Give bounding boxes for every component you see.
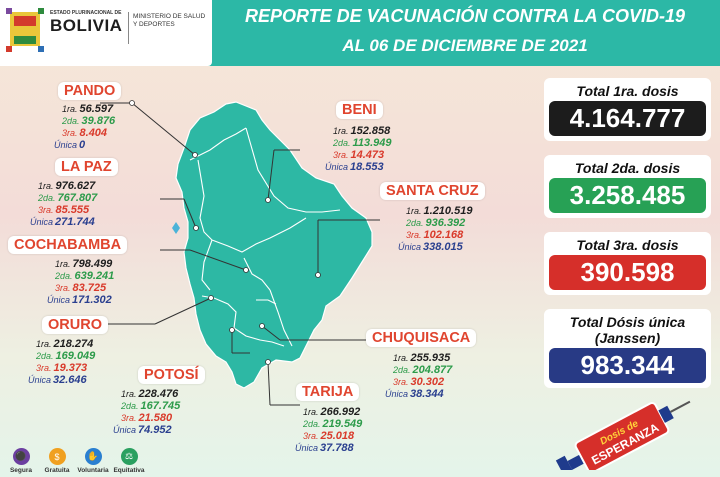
tarija-dose-2: 2da. 219.549 xyxy=(303,418,363,430)
potosi-dose-1: 1ra. 228.476 xyxy=(121,388,179,400)
chuquisaca-dose-1: 1ra. 255.935 xyxy=(393,352,451,364)
total-label-dose-1: Total 1ra. dosis xyxy=(576,83,679,99)
lake-titicaca xyxy=(172,222,180,234)
region-title-santacruz: SANTA CRUZ xyxy=(380,182,485,200)
region-title-chuquisaca: CHUQUISACA xyxy=(366,329,477,347)
total-card-dose-unica: Total Dósis única (Janssen) 983.344 xyxy=(544,309,711,388)
total-card-dose-3: Total 3ra. dosis 390.598 xyxy=(544,232,711,295)
report-date: AL 06 DE DICIEMBRE DE 2021 xyxy=(342,36,588,55)
chuquisaca-dose-2: 2da. 204.877 xyxy=(393,364,453,376)
tarija-dose-3: 3ra. 25.018 xyxy=(303,430,355,442)
potosi-dose-unica: Única 74.952 xyxy=(113,424,172,436)
pando-dose-2: 2da. 39.876 xyxy=(62,115,116,127)
logo-title: BOLIVIA xyxy=(50,16,123,35)
cochabamba-dose-3: 3ra. 83.725 xyxy=(55,282,107,294)
region-title-tarija: TARIJA xyxy=(296,383,360,401)
beni-dose-unica: Única 18.553 xyxy=(325,161,384,173)
bolivia-map-shape xyxy=(175,101,373,389)
hand-icon: ✋ xyxy=(84,448,102,465)
beni-dose-3: 3ra. 14.473 xyxy=(333,149,385,161)
lapaz-dose-1: 1ra. 976.627 xyxy=(38,180,96,192)
total-value-dose-2: 3.258.485 xyxy=(549,178,706,213)
lapaz-dose-unica: Única 271.744 xyxy=(30,216,95,228)
santacruz-dose-1: 1ra. 1.210.519 xyxy=(406,205,473,217)
department-markers xyxy=(129,100,321,365)
total-card-dose-1: Total 1ra. dosis 4.164.777 xyxy=(544,78,711,141)
shield-icon: ⚫ xyxy=(12,448,30,465)
footer-icon-equitativa: ⚖ Equitativa xyxy=(112,448,146,474)
cochabamba-dose-unica: Única 171.302 xyxy=(47,294,112,306)
footer-icon-voluntaria: ✋ Voluntaria xyxy=(76,448,110,474)
tarija-dose-1: 1ra. 266.992 xyxy=(303,406,361,418)
oruro-dose-unica: Única 32.646 xyxy=(28,374,87,386)
santacruz-dose-unica: Única 338.015 xyxy=(398,241,463,253)
region-title-oruro: ORURO xyxy=(42,316,108,334)
total-value-dose-3: 390.598 xyxy=(549,255,706,290)
chuquisaca-dose-unica: Única 38.344 xyxy=(385,388,444,400)
total-value-dose-1: 4.164.777 xyxy=(549,101,706,136)
coat-of-arms-icon xyxy=(6,8,44,52)
pando-dose-1: 1ra. 56.597 xyxy=(62,103,114,115)
logo-subtitle: ESTADO PLURINACIONAL DE xyxy=(50,10,122,16)
footer-icon-segura: ⚫ Segura xyxy=(4,448,38,474)
region-title-potosi: POTOSÍ xyxy=(138,366,205,384)
report-title: REPORTE DE VACUNACIÓN CONTRA LA COVID-19 xyxy=(244,6,686,26)
region-title-beni: BENI xyxy=(336,101,383,119)
total-label-dose-2: Total 2da. dosis xyxy=(574,160,681,176)
cochabamba-dose-1: 1ra. 798.499 xyxy=(55,258,113,270)
leader-lines xyxy=(100,102,380,406)
tarija-dose-unica: Única 37.788 xyxy=(295,442,354,454)
region-title-lapaz: LA PAZ xyxy=(55,158,118,176)
total-card-dose-2: Total 2da. dosis 3.258.485 xyxy=(544,155,711,218)
balance-icon: ⚖ xyxy=(120,448,138,465)
total-label-dose-3: Total 3ra. dosis xyxy=(576,237,679,253)
potosi-dose-2: 2da. 167.745 xyxy=(121,400,181,412)
potosi-dose-3: 3ra. 21.580 xyxy=(121,412,173,424)
santacruz-dose-2: 2da. 936.392 xyxy=(406,217,466,229)
lapaz-dose-3: 3ra. 85.555 xyxy=(38,204,90,216)
beni-dose-2: 2da. 113.949 xyxy=(333,137,392,149)
pando-dose-unica: Única 0 xyxy=(54,139,86,151)
coin-icon: $ xyxy=(48,448,66,465)
total-value-dose-unica: 983.344 xyxy=(549,348,706,383)
region-title-cochabamba: COCHABAMBA xyxy=(8,236,128,254)
total-label-dose-unica: Total Dósis única (Janssen) xyxy=(569,314,686,346)
ministry-name: MINISTERIO DE SALUD Y DEPORTES xyxy=(133,13,206,28)
cochabamba-dose-2: 2da. 639.241 xyxy=(55,270,115,282)
pando-dose-3: 3ra. 8.404 xyxy=(62,127,108,139)
lapaz-dose-2: 2da. 767.807 xyxy=(38,192,98,204)
syringe-badge-icon: Dosis de ESPERANZA xyxy=(555,400,691,470)
logo-divider xyxy=(128,12,129,44)
region-title-pando: PANDO xyxy=(58,82,122,100)
oruro-dose-3: 3ra. 19.373 xyxy=(36,362,88,374)
oruro-dose-1: 1ra. 218.274 xyxy=(36,338,94,350)
logo-box: ESTADO PLURINACIONAL DE BOLIVIA MINISTER… xyxy=(0,0,212,66)
beni-dose-1: 1ra. 152.858 xyxy=(333,125,391,137)
footer-icon-gratuita: $ Gratuita xyxy=(40,448,74,474)
oruro-dose-2: 2da. 169.049 xyxy=(36,350,96,362)
chuquisaca-dose-3: 3ra. 30.302 xyxy=(393,376,445,388)
santacruz-dose-3: 3ra. 102.168 xyxy=(406,229,464,241)
